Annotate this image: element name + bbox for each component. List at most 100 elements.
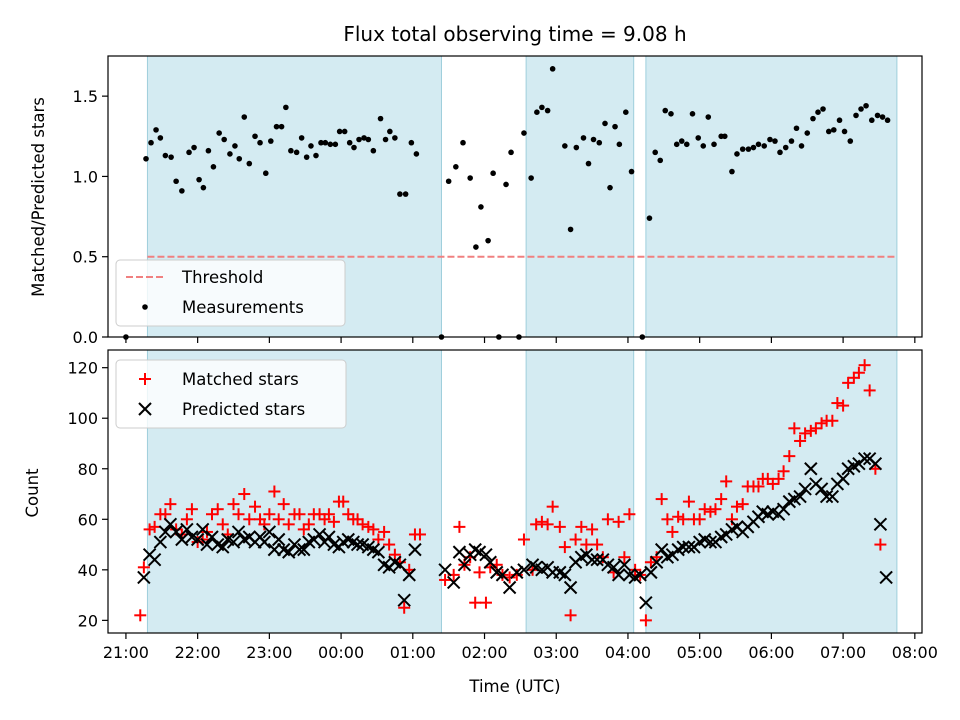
matched-stars-point (863, 384, 876, 397)
measurements-point (602, 120, 608, 127)
y-bottom-tick-label: 60 (78, 510, 98, 529)
predicted-stars-point (495, 568, 510, 582)
x-tick-label: 21:00 (103, 643, 149, 662)
measurements-point (830, 127, 837, 133)
predicted-stars-point (175, 532, 189, 547)
predicted-stars-point (292, 542, 307, 557)
measurements-point (804, 130, 811, 136)
measurements-point (798, 143, 805, 149)
matched-stars-point (216, 518, 229, 531)
measurements-point (683, 141, 690, 148)
matched-stars-point (258, 518, 271, 531)
matched-stars-point (666, 525, 679, 538)
measurements-point (332, 141, 339, 148)
observing-interval-2 (525, 55, 635, 338)
matched-stars-point (709, 503, 722, 516)
matched-stars-point (134, 609, 147, 622)
matched-stars-point (766, 477, 779, 490)
matched-stars-point (575, 520, 588, 533)
measurements-point (392, 135, 398, 141)
matched-stars-point (322, 508, 335, 521)
predicted-stars-point (438, 563, 452, 577)
legend-box (115, 259, 346, 327)
x-tick-label: 01:00 (390, 643, 436, 662)
y-axis-label-bottom: Count (23, 468, 42, 518)
matched-stars-point (698, 503, 711, 516)
measurements-point (616, 141, 623, 148)
x-tick-label: 04:00 (605, 643, 651, 662)
measurements-point (528, 175, 534, 181)
measurements-point (327, 141, 334, 148)
y-axis-label-top: Matched/Predicted stars (29, 97, 48, 297)
matched-stars-point (874, 538, 887, 551)
measurements-point (815, 109, 821, 115)
measurements-point (508, 149, 514, 156)
predicted-stars-point (798, 482, 812, 496)
measurements-point (262, 170, 269, 177)
measurements-point (408, 139, 415, 146)
predicted-stars-point (563, 580, 578, 595)
measurements-point (346, 139, 353, 146)
matched-stars-point (826, 414, 839, 427)
measurements-point (767, 136, 773, 143)
matched-stars-point (580, 538, 593, 551)
measurements-point (196, 176, 202, 183)
measurements-point (210, 163, 217, 170)
matched-stars-point (510, 568, 523, 581)
measurements-point (612, 123, 618, 130)
measurements-point (216, 130, 222, 136)
predicted-stars-point (644, 565, 658, 580)
measurements-point (662, 107, 669, 114)
predicted-stars-point (195, 522, 210, 537)
count-points (134, 359, 893, 627)
measurements-point (387, 128, 393, 135)
predicted-stars-point (703, 535, 718, 549)
matched-stars-point (378, 525, 391, 538)
matched-stars-point (302, 518, 315, 531)
matched-stars-point (143, 523, 156, 536)
measurements-point (157, 135, 164, 141)
measurements-point (678, 138, 685, 144)
observing-interval-2 (525, 349, 635, 634)
predicted-stars-point (216, 540, 230, 554)
matched-stars-point (761, 472, 774, 485)
predicted-stars-point (158, 525, 173, 539)
measurements-point (544, 107, 551, 114)
matched-stars-point (362, 520, 375, 533)
measurements-point (580, 135, 587, 141)
predicted-stars-point (793, 489, 807, 504)
measurements-point (377, 115, 384, 122)
measurements-point (761, 143, 768, 149)
matched-stars-point (612, 515, 625, 528)
measurements-point (205, 147, 212, 154)
measurements-point (370, 147, 377, 154)
measurements-point (705, 114, 712, 120)
predicted-stars-point (617, 558, 632, 572)
measurements-point (721, 133, 728, 140)
matched-stars-point (546, 500, 559, 513)
measurements-point (356, 136, 362, 143)
matched-stars-point (623, 508, 636, 521)
matched-stars-point (804, 424, 817, 437)
y-axis-bottom: 20 40 60 80 100 120 (67, 359, 108, 630)
measurements-point (700, 143, 707, 149)
measurements-point (734, 151, 740, 157)
x-axis-bottom: 21:00 22:00 23:00 00:00 01:00 02:00 03:00 04:00… (103, 633, 938, 662)
matched-stars-point (661, 513, 674, 526)
legend-predicted-label: Predicted stars (182, 400, 305, 419)
predicted-stars-point (814, 482, 829, 496)
measurements-point (820, 106, 826, 112)
predicted-stars-point (879, 570, 893, 585)
measurements-point (729, 168, 735, 175)
y-axis-top: 0.0 0.5 1.0 1.5 (73, 87, 108, 347)
matched-stars-point (677, 513, 690, 526)
predicted-stars-point (558, 568, 572, 582)
predicted-stars-point (350, 537, 365, 552)
measurements-point (365, 136, 372, 143)
legend-box (115, 359, 347, 429)
matched-stars-point (148, 520, 161, 533)
measurement-legend-swatch (142, 304, 148, 310)
matched-stars-point (293, 508, 306, 521)
matched-stars-point (227, 498, 240, 511)
predicted-stars-point (868, 456, 883, 471)
